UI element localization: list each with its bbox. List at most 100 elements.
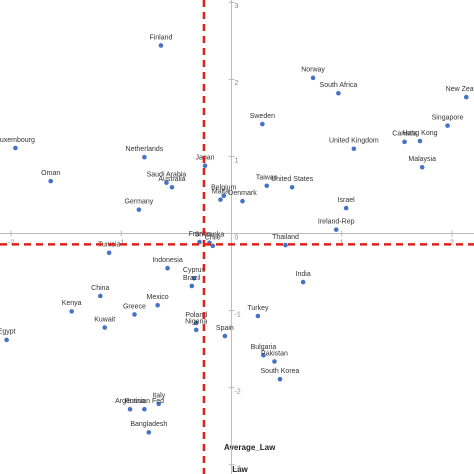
y-tick-label: 2 [234, 80, 238, 87]
point [333, 227, 339, 232]
point-label: United Kingdom [329, 138, 379, 145]
point-label: Ireland-Rep [318, 219, 355, 226]
point-label: Belgium [211, 185, 236, 192]
point [289, 184, 295, 190]
point-label: Thailand [272, 234, 299, 241]
y-tick-label: -3 [234, 466, 240, 473]
x-tick-label: -2 [8, 239, 14, 246]
point [419, 164, 425, 170]
point [102, 325, 108, 330]
x-tick-label: 1 [340, 239, 344, 246]
point [158, 43, 164, 48]
point-label: Australia [158, 176, 185, 183]
point [169, 184, 175, 190]
point [189, 283, 195, 289]
y-tick-label: -1 [234, 311, 240, 318]
point-label: Brazil [183, 275, 201, 282]
point [336, 90, 341, 96]
point [142, 406, 147, 412]
y-tick-label: 0 [234, 234, 238, 241]
point [142, 154, 147, 160]
point [221, 193, 227, 199]
point [255, 313, 261, 319]
point-label: Denmark [228, 190, 257, 197]
x-axis-label: Law [232, 465, 248, 474]
point-label: Nigeria [185, 319, 207, 326]
point-label: Netherlands [126, 146, 164, 153]
x-tick-label: 2 [450, 239, 454, 246]
point [69, 309, 74, 314]
point [48, 178, 54, 184]
point [240, 198, 245, 204]
point-label: Italy [152, 393, 165, 400]
point-label: Malaysia [408, 156, 436, 163]
point [463, 94, 469, 100]
point [106, 250, 112, 256]
point-label: Turkey [247, 305, 269, 312]
point-label: South Africa [320, 82, 358, 89]
point-label: Saudi Arabia [147, 172, 187, 179]
point-label: Kuwait [94, 316, 115, 323]
point-label: China [91, 285, 109, 292]
y-tick-label: 3 [234, 3, 238, 10]
point-label: Hong Kong [402, 130, 437, 137]
point [136, 207, 142, 212]
point-label: Pakistan [261, 350, 288, 357]
y-tick-label: 1 [234, 157, 238, 164]
annotation: Average_Law [224, 443, 276, 452]
point-label: Bulgaria [251, 344, 277, 351]
point-label: Germany [124, 198, 153, 205]
point [98, 293, 103, 299]
point [218, 197, 223, 202]
point-label: South Korea [261, 368, 300, 375]
point [272, 359, 277, 364]
point [277, 376, 283, 382]
point [164, 180, 169, 185]
point-label: Oman [41, 170, 60, 177]
point [155, 302, 160, 308]
point [283, 242, 288, 248]
point-label: Chile [205, 235, 221, 242]
point-label: Malta [212, 188, 229, 195]
point-label: Canada [392, 131, 417, 138]
point-label: France [189, 231, 211, 238]
point [300, 279, 306, 285]
point [193, 320, 199, 326]
point [191, 275, 197, 281]
point-label: Greece [123, 303, 146, 310]
point-label: United States [271, 176, 314, 183]
point [210, 243, 216, 249]
point [261, 353, 266, 358]
point-label: Cyprus [183, 267, 206, 274]
point [445, 123, 450, 128]
point-label: Singapore [432, 114, 464, 121]
point [351, 146, 357, 152]
point-label: Poland [185, 312, 207, 319]
point [402, 139, 407, 145]
point-label: Argentina [115, 398, 145, 405]
point [260, 121, 265, 127]
point [165, 265, 170, 271]
point-label: Egypt [0, 329, 16, 336]
x-tick-label: -1 [118, 239, 124, 246]
point [146, 430, 152, 435]
point [132, 312, 137, 317]
point [343, 205, 349, 211]
point-label: Luxembourg [0, 137, 35, 144]
point [127, 406, 133, 412]
point [202, 163, 208, 169]
point [264, 183, 270, 189]
point [13, 145, 18, 151]
point-label: Israel [338, 197, 356, 204]
point-label: Spain [216, 325, 234, 332]
point [193, 327, 199, 333]
point-label: Sweden [250, 113, 275, 120]
point-label: Norway [301, 67, 325, 74]
point-label: Bangladesh [130, 421, 167, 428]
point [156, 401, 162, 407]
point-label: Taiwan [256, 175, 278, 182]
point-label: Finland [149, 34, 172, 41]
point-label: Mexico [147, 294, 169, 301]
point-label: New Zealand [446, 86, 474, 93]
